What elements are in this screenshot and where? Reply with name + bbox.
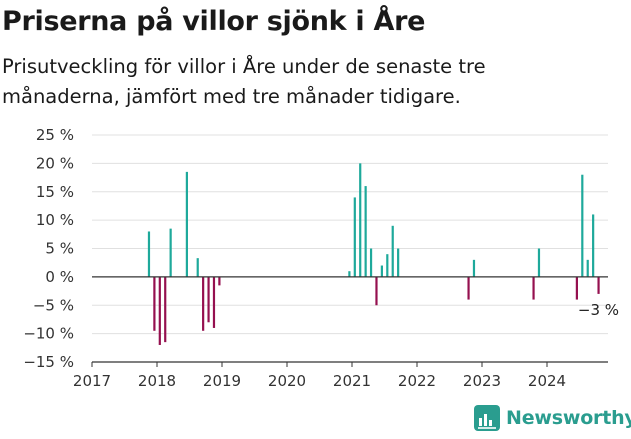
bar [158, 276, 161, 345]
newsworthy-chart-icon [474, 405, 500, 431]
y-tick-label: 15 % [36, 183, 74, 201]
bar [153, 276, 156, 331]
bar [397, 248, 400, 277]
bars [147, 163, 600, 345]
bar [196, 258, 199, 277]
bar [169, 228, 172, 277]
bar [586, 259, 589, 277]
bar [353, 197, 356, 277]
bar [575, 276, 578, 300]
bar [359, 163, 362, 277]
bar [537, 248, 541, 277]
bar [532, 276, 535, 300]
bar [364, 186, 367, 277]
x-tick-label: 2020 [268, 372, 306, 390]
y-tick-label: 10 % [36, 211, 74, 229]
y-tick-label: −15 % [23, 353, 74, 371]
bar [218, 276, 221, 286]
y-tick-label: 0 % [45, 268, 74, 286]
x-tick-label: 2021 [333, 372, 371, 390]
last-value-annotation: −3 % [578, 301, 619, 319]
axes: 25 % 20 % 15 % 10 % 5 % 0 % −5 % −10 % −15 %2017… [23, 126, 608, 390]
bar [592, 214, 595, 277]
bar [202, 276, 205, 331]
x-tick-label: 2017 [73, 372, 111, 390]
bar [185, 171, 188, 277]
bar [375, 276, 378, 306]
bar [581, 174, 584, 277]
y-tick-label: 20 % [36, 154, 74, 172]
bar-chart: 25 % 20 % 15 % 10 % 5 % 0 % −5 % −10 % −15 %2017… [23, 126, 619, 390]
newsworthy-logo: Newsworthy [474, 405, 631, 431]
bar [472, 259, 476, 277]
x-tick-label: 2024 [528, 372, 566, 390]
x-tick-label: 2019 [203, 372, 241, 390]
grid-lines [92, 134, 608, 335]
y-tick-label: −5 % [33, 296, 74, 314]
x-tick-label: 2022 [398, 372, 436, 390]
bar [212, 276, 216, 328]
bar [380, 265, 383, 277]
y-tick-label: 5 % [45, 240, 74, 258]
bar [164, 276, 167, 343]
y-tick-label: 25 % [36, 126, 74, 144]
bar [386, 254, 389, 277]
bar [597, 276, 600, 294]
chart-title: Priserna på villor sjönk i Åre [2, 6, 426, 37]
x-tick-label: 2023 [463, 372, 501, 390]
bar [467, 276, 470, 300]
bar [391, 225, 394, 277]
bar [348, 271, 351, 277]
x-tick-label: 2018 [138, 372, 176, 390]
bar [207, 276, 210, 323]
y-tick-label: −10 % [23, 325, 74, 343]
chart-subtitle: Prisutveckling för villor i Åre under de… [2, 55, 486, 108]
bar [369, 248, 373, 277]
brand-name: Newsworthy [506, 407, 631, 429]
bar [147, 231, 151, 277]
